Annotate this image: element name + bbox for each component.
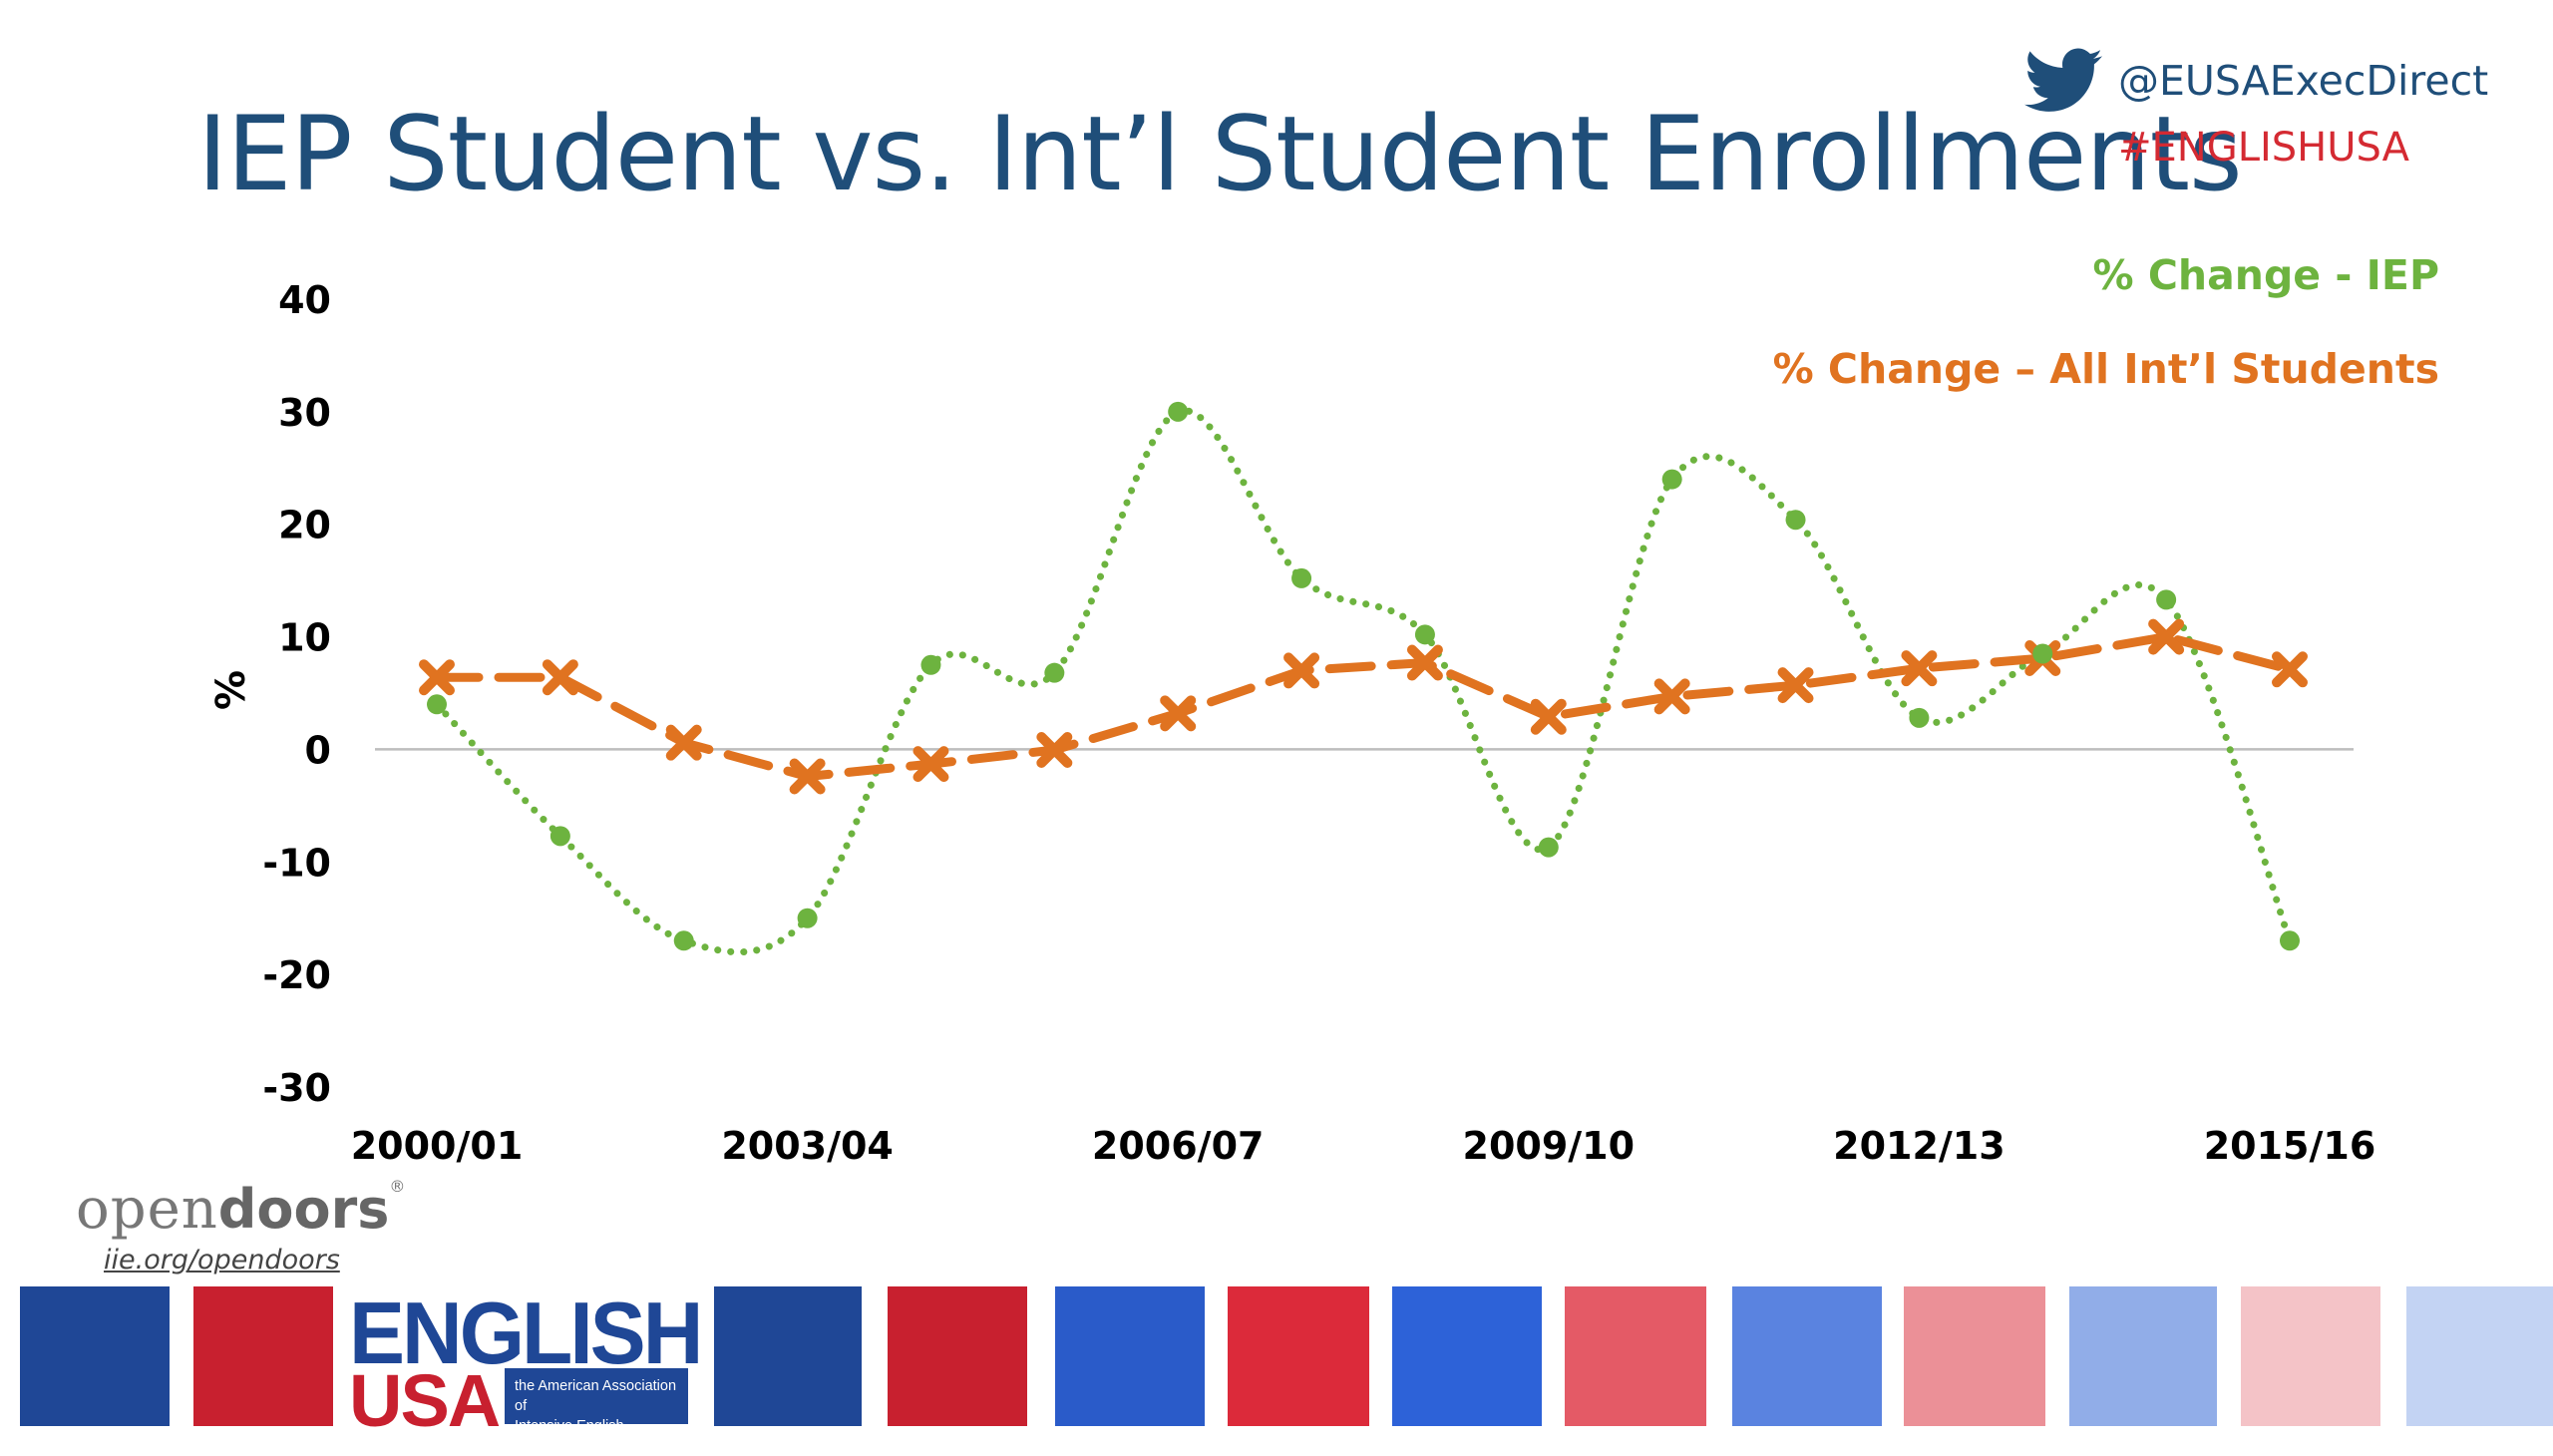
data-point-all-intl — [1160, 695, 1197, 732]
data-point-all-intl — [1653, 678, 1690, 715]
data-point-iep — [1661, 469, 1682, 490]
twitter-handle-row: @EUSAExecDirect — [2024, 48, 2488, 114]
logo-usa: USA — [349, 1359, 501, 1442]
x-tick-label: 2009/10 — [1463, 1124, 1636, 1168]
series-line-iep — [433, 407, 2294, 956]
y-tick-label: -10 — [262, 841, 331, 885]
data-point-iep — [1538, 837, 1559, 858]
strip-block — [1228, 1286, 1369, 1426]
data-point-iep — [2156, 589, 2177, 610]
data-point-iep — [2280, 930, 2300, 951]
strip-block — [2241, 1286, 2380, 1426]
data-point-iep — [797, 908, 818, 928]
opendoors-logo: opendoors® — [76, 1177, 405, 1242]
source-url: iie.org/opendoors — [104, 1245, 340, 1275]
legend-iep: % Change - IEP — [2092, 251, 2439, 299]
y-tick-label: -20 — [262, 953, 331, 997]
twitter-bird-icon — [2024, 48, 2102, 112]
line-chart: 40 30 20 10 0 -10 -20 -30 % 2000/01 2003/04 2006/… — [208, 278, 2376, 1168]
page-title: IEP Student vs. Int’l Student Enrollment… — [197, 95, 2243, 214]
y-tick-label: 10 — [278, 616, 331, 660]
series-line-all-intl — [432, 631, 2295, 782]
data-point-all-intl — [542, 659, 578, 696]
twitter-handle: @EUSAExecDirect — [2118, 57, 2489, 105]
strip-block — [888, 1286, 1027, 1426]
hashtag: #ENGLISHUSA — [2118, 125, 2410, 171]
data-point-all-intl — [665, 724, 702, 761]
strip-block — [2069, 1286, 2217, 1426]
data-point-iep — [673, 930, 694, 951]
strip-block — [20, 1286, 170, 1426]
x-tick-label: 2003/04 — [721, 1124, 894, 1168]
logo-tagline-line2: Intensive English Programs — [515, 1418, 624, 1454]
x-tick-label: 2015/16 — [2204, 1124, 2376, 1168]
data-point-all-intl — [2148, 618, 2185, 655]
data-point-all-intl — [1406, 644, 1443, 681]
legend-all-intl-students: % Change – All Int’l Students — [1772, 345, 2439, 393]
logo-english: ENGLISH — [349, 1283, 703, 1382]
strip-block — [193, 1286, 333, 1426]
data-point-all-intl — [1036, 731, 1073, 768]
data-point-iep — [1291, 567, 1312, 588]
x-tick-label: 2000/01 — [351, 1124, 524, 1168]
logo-tagline: the American Association of Intensive En… — [505, 1368, 688, 1454]
data-point-all-intl — [419, 659, 455, 696]
data-point-all-intl — [1283, 652, 1320, 689]
series-layer — [419, 401, 2308, 956]
data-point-iep — [920, 654, 941, 675]
data-point-iep — [1168, 401, 1189, 422]
strip-block — [1904, 1286, 2045, 1426]
y-tick-label: 30 — [278, 391, 331, 435]
data-point-iep — [1909, 707, 1930, 728]
data-point-all-intl — [2272, 651, 2308, 688]
opendoors-logo-open: open — [76, 1177, 218, 1242]
logo-tagline-line1: the American Association of — [515, 1378, 677, 1414]
strip-block — [714, 1286, 862, 1426]
data-point-all-intl — [1901, 650, 1938, 687]
data-point-all-intl — [789, 758, 826, 795]
data-point-all-intl — [1777, 667, 1814, 704]
data-point-iep — [1414, 624, 1435, 645]
data-point-iep — [2032, 643, 2053, 664]
strip-block — [1055, 1286, 1205, 1426]
y-axis-labels: 40 30 20 10 0 -10 -20 -30 — [262, 278, 331, 1110]
x-axis-labels: 2000/01 2003/04 2006/07 2009/10 2012/13 2015/… — [351, 1124, 2376, 1168]
x-tick-label: 2012/13 — [1833, 1124, 2006, 1168]
y-tick-label: 20 — [278, 504, 331, 547]
strip-block — [2406, 1286, 2553, 1426]
y-tick-label: 0 — [305, 728, 331, 772]
opendoors-logo-doors: doors — [217, 1178, 390, 1241]
strip-block — [1392, 1286, 1542, 1426]
data-point-all-intl — [912, 746, 949, 783]
data-point-iep — [1785, 510, 1806, 531]
y-tick-label: -30 — [262, 1066, 331, 1110]
strip-block — [1565, 1286, 1706, 1426]
registered-mark: ® — [389, 1177, 406, 1196]
data-point-all-intl — [1530, 698, 1567, 735]
strip-block — [1732, 1286, 1882, 1426]
english-usa-logo: ENGLISH USA the American Association of … — [347, 1283, 703, 1454]
x-tick-label: 2006/07 — [1092, 1124, 1265, 1168]
data-point-iep — [1044, 662, 1065, 683]
data-point-iep — [427, 694, 447, 715]
data-point-iep — [549, 826, 570, 847]
y-axis-label: % — [208, 670, 254, 710]
y-tick-label: 40 — [278, 278, 331, 322]
footer-color-strip — [0, 1286, 2553, 1436]
